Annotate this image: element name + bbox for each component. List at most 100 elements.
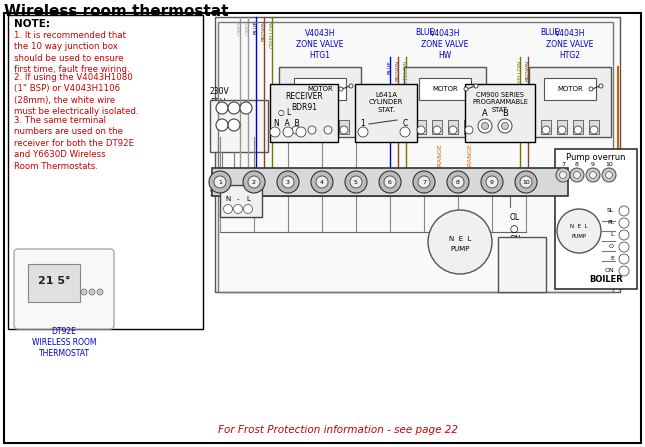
Circle shape [270, 127, 280, 137]
Bar [220, 185, 262, 217]
Circle shape [214, 176, 226, 188]
Bar [557, 120, 567, 134]
Circle shape [349, 84, 353, 88]
Text: RECEIVER
BDR91: RECEIVER BDR91 [285, 92, 323, 112]
Text: 230V
50Hz
3A RATED: 230V 50Hz 3A RATED [210, 87, 248, 118]
Circle shape [400, 127, 410, 137]
Bar [498, 237, 546, 292]
Circle shape [452, 176, 464, 188]
Circle shape [599, 84, 603, 88]
Text: 8: 8 [456, 180, 460, 185]
Circle shape [573, 172, 580, 178]
Circle shape [339, 87, 343, 91]
Text: DT92E
WIRELESS ROOM
THERMOSTAT: DT92E WIRELESS ROOM THERMOSTAT [32, 327, 96, 358]
Circle shape [557, 209, 601, 253]
Text: ON: ON [510, 236, 522, 245]
Circle shape [570, 168, 584, 182]
Bar [323, 120, 333, 134]
Text: 6: 6 [388, 180, 392, 185]
Bar [8, 15, 203, 329]
Text: MOTOR: MOTOR [307, 86, 333, 92]
Text: G/YELLOW: G/YELLOW [404, 60, 408, 88]
Circle shape [481, 171, 503, 193]
Text: 1: 1 [361, 119, 365, 128]
Text: 7: 7 [422, 180, 426, 185]
Text: For Frost Protection information - see page 22: For Frost Protection information - see p… [218, 425, 458, 435]
Circle shape [606, 172, 613, 178]
Text: C: C [402, 119, 408, 128]
Text: MOTOR: MOTOR [432, 86, 458, 92]
Circle shape [590, 172, 597, 178]
Circle shape [379, 171, 401, 193]
FancyBboxPatch shape [14, 249, 114, 329]
Text: BROWN: BROWN [395, 60, 401, 81]
Circle shape [277, 171, 299, 193]
Bar [416, 120, 426, 134]
Circle shape [619, 242, 629, 252]
Text: 3: 3 [286, 180, 290, 185]
Circle shape [233, 204, 243, 214]
Text: BLUE: BLUE [541, 28, 560, 37]
Text: BLUE: BLUE [388, 60, 393, 74]
Circle shape [520, 176, 532, 188]
Circle shape [81, 289, 87, 295]
Circle shape [282, 176, 294, 188]
Text: N  E  L: N E L [570, 224, 588, 228]
Text: 9: 9 [591, 163, 595, 168]
Bar [355, 84, 417, 142]
Circle shape [556, 168, 570, 182]
Bar [291, 120, 301, 134]
Circle shape [292, 126, 300, 134]
Text: L641A
CYLINDER
STAT.: L641A CYLINDER STAT. [369, 92, 403, 113]
Text: G/YELLOW: G/YELLOW [270, 20, 275, 48]
Bar [541, 120, 551, 134]
Bar [589, 120, 599, 134]
Text: 7: 7 [561, 163, 565, 168]
Text: ○: ○ [510, 224, 519, 234]
Circle shape [433, 126, 441, 134]
Text: -: - [237, 196, 239, 202]
Circle shape [228, 102, 240, 114]
Bar [307, 120, 317, 134]
Circle shape [586, 168, 600, 182]
Circle shape [619, 266, 629, 276]
Circle shape [244, 204, 252, 214]
Circle shape [413, 171, 435, 193]
Circle shape [464, 87, 468, 91]
Bar [218, 22, 613, 292]
Circle shape [449, 126, 457, 134]
Bar [529, 67, 611, 137]
Text: CM900 SERIES
PROGRAMMABLE
STAT.: CM900 SERIES PROGRAMMABLE STAT. [472, 92, 528, 113]
Text: O: O [609, 245, 614, 249]
Circle shape [350, 176, 362, 188]
Circle shape [316, 176, 328, 188]
Circle shape [619, 218, 629, 228]
Bar [294, 78, 346, 100]
Text: A: A [482, 110, 488, 118]
Text: BROWN: BROWN [261, 20, 266, 41]
Text: N  A  B: N A B [274, 119, 300, 128]
Circle shape [283, 127, 293, 137]
Circle shape [502, 122, 508, 130]
Bar [210, 100, 268, 152]
Circle shape [340, 126, 348, 134]
Bar [270, 84, 338, 142]
Circle shape [417, 126, 425, 134]
Circle shape [478, 119, 492, 133]
Text: BOILER: BOILER [510, 261, 544, 270]
Text: L  N  E: L N E [214, 102, 238, 111]
Text: 1. It is recommended that
the 10 way junction box
should be used to ensure
first: 1. It is recommended that the 10 way jun… [14, 31, 130, 74]
Bar [215, 17, 620, 292]
Text: 2: 2 [252, 180, 256, 185]
Circle shape [558, 126, 566, 134]
Circle shape [384, 176, 396, 188]
Text: 1: 1 [218, 180, 222, 185]
Text: 9: 9 [490, 180, 494, 185]
Text: V4043H
ZONE VALVE
HTG1: V4043H ZONE VALVE HTG1 [296, 29, 344, 60]
Circle shape [602, 168, 616, 182]
Text: 5: 5 [354, 180, 358, 185]
Text: 3. The same terminal
numbers are used on the
receiver for both the DT92E
and Y66: 3. The same terminal numbers are used on… [14, 116, 134, 171]
Circle shape [619, 230, 629, 240]
Text: ORANGE: ORANGE [468, 143, 473, 170]
Text: 4: 4 [320, 180, 324, 185]
